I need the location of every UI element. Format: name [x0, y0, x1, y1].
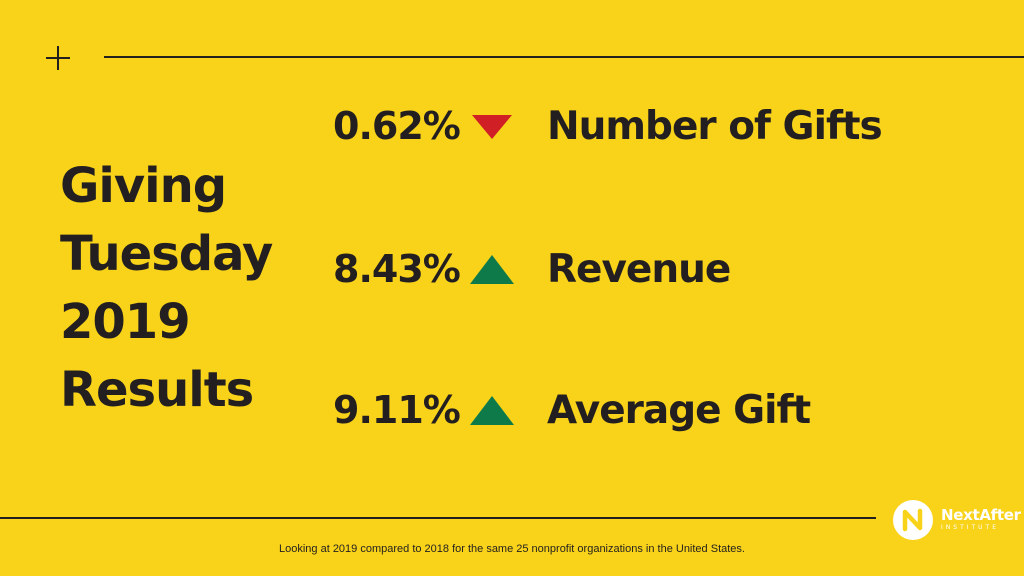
footnote: Looking at 2019 compared to 2018 for the…	[279, 543, 745, 555]
metric-label: Average Gift	[547, 387, 811, 433]
metric-number-of-gifts: 0.62% Number of Gifts	[333, 96, 883, 156]
top-divider	[104, 56, 1024, 58]
metric-revenue: 8.43% Revenue	[333, 239, 731, 299]
plus-icon	[46, 46, 70, 70]
nextafter-logo: NextAfter INSTITUTE	[893, 500, 1021, 540]
title-line-4: Results	[60, 362, 254, 418]
metric-value: 8.43%	[333, 247, 461, 291]
up-arrow-icon	[470, 255, 514, 284]
up-arrow-icon	[470, 396, 514, 425]
title-line-1: Giving	[60, 158, 227, 214]
metric-average-gift: 9.11% Average Gift	[333, 380, 811, 440]
title-line-3: 2019	[60, 294, 191, 350]
logo-subtitle: INSTITUTE	[941, 524, 1000, 531]
bottom-divider	[0, 517, 876, 519]
metric-label: Revenue	[547, 246, 731, 292]
nextafter-logo-icon	[893, 500, 933, 540]
title-line-2: Tuesday	[60, 226, 273, 282]
metric-value: 9.11%	[333, 388, 461, 432]
metric-value: 0.62%	[333, 104, 461, 148]
slide-title: Giving Tuesday 2019 Results	[60, 152, 330, 424]
metric-label: Number of Gifts	[547, 103, 883, 149]
down-arrow-icon	[472, 115, 512, 139]
logo-name: NextAfter	[941, 506, 1021, 524]
